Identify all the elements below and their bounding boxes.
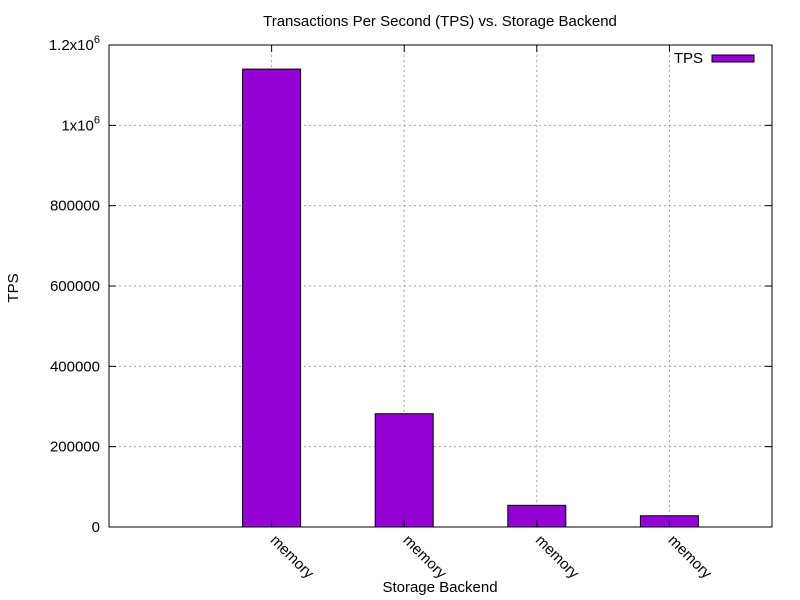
x-tick-label: memory (665, 532, 716, 583)
y-tick-label: 0 (92, 519, 100, 536)
x-tick-label: memory (267, 532, 318, 583)
x-tick-label: memory (399, 532, 450, 583)
x-tick-label: memory (532, 532, 583, 583)
bar (242, 68, 302, 528)
legend-label: TPS (674, 50, 703, 67)
x-axis-label: Storage Backend (382, 579, 497, 596)
y-tick-label: 200000 (50, 439, 100, 456)
chart-title: Transactions Per Second (TPS) vs. Storag… (263, 13, 617, 30)
y-axis-label: TPS (5, 273, 22, 302)
y-tick-label: 400000 (50, 358, 100, 375)
y-tick-label: 800000 (50, 198, 100, 215)
y-tick-label: 600000 (50, 278, 100, 295)
legend-swatch (711, 54, 755, 63)
grid-layer (109, 45, 772, 527)
y-tick-label: 1x106 (61, 114, 100, 134)
legend: TPS (674, 50, 755, 67)
bars-layer (242, 68, 699, 528)
y-tick-label: 1.2x106 (49, 34, 100, 54)
bar (374, 413, 434, 528)
